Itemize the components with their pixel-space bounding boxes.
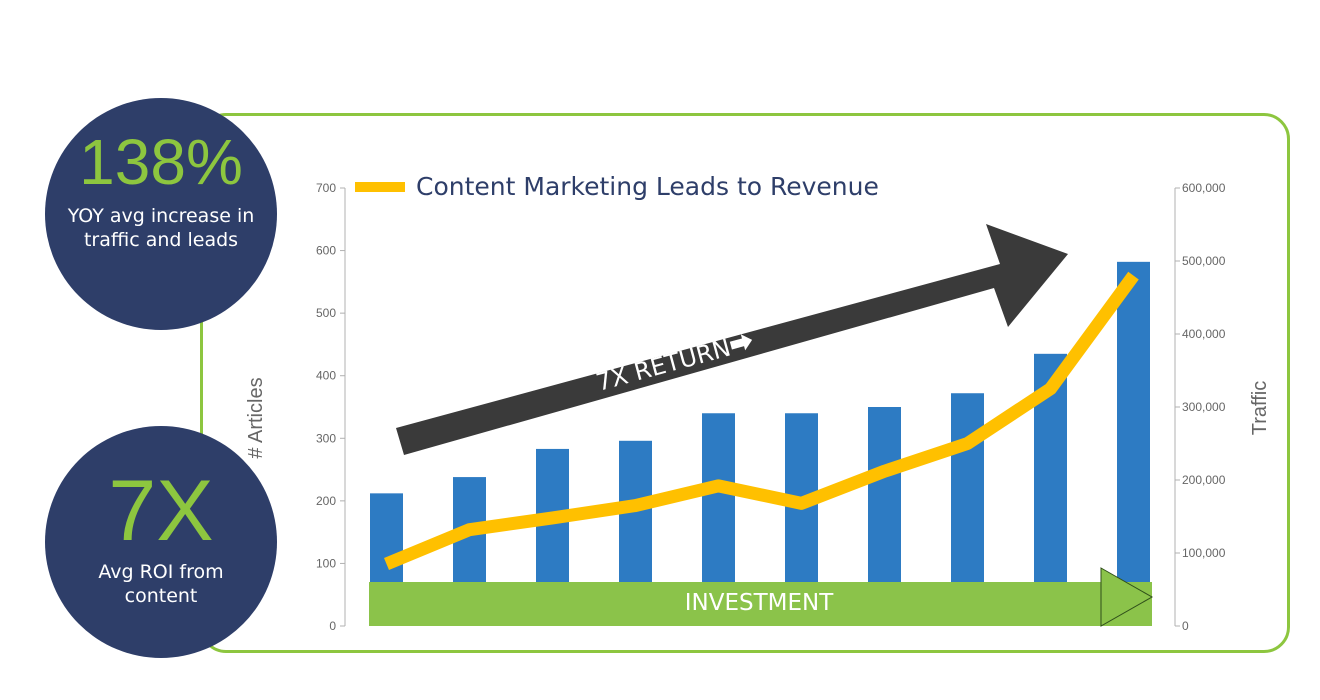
y-tick-label: 600	[316, 244, 336, 258]
y2-tick-label: 100,000	[1182, 546, 1226, 560]
y2-axis-label: Traffic	[1249, 381, 1271, 435]
y-tick-label: 100	[316, 556, 336, 570]
stat-circle-roi: 7X Avg ROI from content	[45, 426, 277, 658]
stat-value: 7X	[108, 463, 214, 559]
y2-tick-label: 200,000	[1182, 473, 1226, 487]
investment-arrow-icon	[1100, 567, 1154, 627]
axes: 0 100 200 300 400 500 600 700 0 100,000 200,000 300…	[316, 181, 1226, 633]
y-tick-label: 700	[316, 181, 336, 195]
y-tick-label: 500	[316, 306, 336, 320]
y2-tick-label: 600,000	[1182, 181, 1226, 195]
y-tick-label: 200	[316, 494, 336, 508]
bars	[370, 261, 1150, 626]
stat-caption: Avg ROI from content	[98, 561, 224, 607]
y-tick-label: 400	[316, 369, 336, 383]
return-arrow-icon	[396, 224, 1068, 455]
chart-frame	[200, 113, 1290, 653]
series-line-leads	[384, 271, 1139, 570]
stat-circle-traffic: 138% YOY avg increase in traffic and lea…	[45, 98, 277, 330]
investment-bar	[369, 582, 1152, 626]
investment-label: INVESTMENT	[685, 590, 834, 616]
y2-tick-label: 500,000	[1182, 254, 1226, 268]
stat-caption: YOY avg increase in traffic and leads	[67, 205, 255, 251]
legend-swatch	[355, 182, 405, 192]
bar	[1117, 261, 1150, 626]
y-tick-label: 300	[316, 431, 336, 445]
y2-tick-label: 300,000	[1182, 400, 1226, 414]
y-axis-label: # Articles	[245, 377, 267, 458]
y2-tick-label: 0	[1182, 619, 1189, 633]
stat-value: 138%	[79, 126, 243, 198]
legend-label: Content Marketing Leads to Revenue	[416, 172, 879, 201]
y2-tick-label: 400,000	[1182, 327, 1226, 341]
y-tick-label: 0	[329, 619, 336, 633]
